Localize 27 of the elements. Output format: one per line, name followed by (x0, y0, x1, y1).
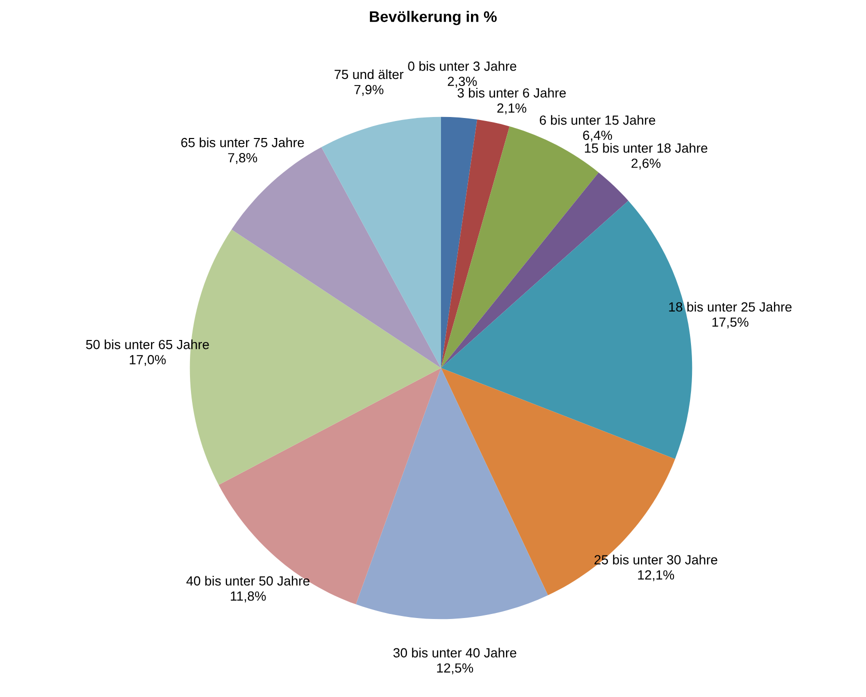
slice-label: 0 bis unter 3 Jahre (408, 61, 516, 71)
slice-label: 40 bis unter 50 Jahre (186, 576, 310, 586)
data-label: 2,3% (448, 76, 477, 88)
slice-label: 3 bis unter 6 Jahre (458, 88, 566, 98)
chart-title: Bevölkerung in % (370, 10, 497, 26)
slice-label: 15 bis unter 18 Jahre (584, 143, 708, 153)
data-label: 7,9% (354, 84, 384, 96)
data-label: 12,1% (638, 570, 674, 582)
slice-label: 50 bis unter 65 Jahre (86, 340, 209, 350)
data-label: 7,8% (228, 153, 258, 164)
pie-slice (441, 116, 478, 368)
data-label: 11,8% (230, 591, 266, 602)
data-label: 2,1% (497, 103, 526, 114)
data-label: 6,4% (583, 130, 612, 142)
slice-label: 18 bis unter 25 Jahre (669, 302, 792, 312)
data-label: 2,6% (632, 158, 660, 170)
slice-label: 30 bis unter 40 Jahre (393, 648, 516, 658)
slice-label: 65 bis unter 75 Jahre (181, 138, 304, 148)
data-label: 17,5% (712, 318, 748, 328)
pie-slice (321, 116, 441, 368)
slice-label: 75 und älter (334, 69, 404, 80)
pie-slice (441, 119, 510, 368)
pie-slice (356, 368, 548, 620)
slice-label: 6 bis unter 15 Jahre (540, 115, 656, 125)
data-label: 12,5% (437, 663, 474, 674)
pie-slice (441, 172, 628, 368)
data-label: 17,0% (130, 355, 166, 366)
